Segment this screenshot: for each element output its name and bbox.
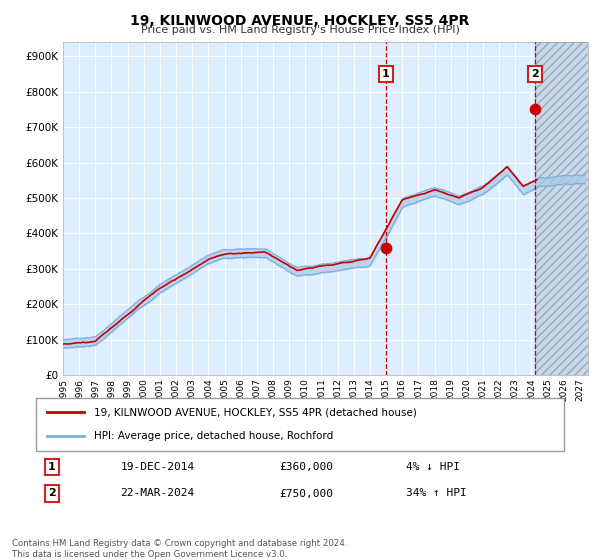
Text: £750,000: £750,000: [279, 488, 333, 498]
Text: 19-DEC-2014: 19-DEC-2014: [121, 462, 195, 472]
Text: 34% ↑ HPI: 34% ↑ HPI: [406, 488, 466, 498]
Point: [381, 243, 391, 252]
Text: 2: 2: [48, 488, 56, 498]
Text: 1: 1: [382, 69, 389, 78]
Text: 2: 2: [531, 69, 539, 78]
FancyBboxPatch shape: [36, 398, 564, 451]
Text: 19, KILNWOOD AVENUE, HOCKLEY, SS5 4PR: 19, KILNWOOD AVENUE, HOCKLEY, SS5 4PR: [130, 14, 470, 28]
Point: [530, 105, 540, 114]
Text: 4% ↓ HPI: 4% ↓ HPI: [406, 462, 460, 472]
Text: 22-MAR-2024: 22-MAR-2024: [121, 488, 195, 498]
Text: £360,000: £360,000: [279, 462, 333, 472]
Text: Price paid vs. HM Land Registry's House Price Index (HPI): Price paid vs. HM Land Registry's House …: [140, 25, 460, 35]
Text: Contains HM Land Registry data © Crown copyright and database right 2024.
This d: Contains HM Land Registry data © Crown c…: [12, 539, 347, 559]
Text: HPI: Average price, detached house, Rochford: HPI: Average price, detached house, Roch…: [94, 431, 334, 441]
Text: 19, KILNWOOD AVENUE, HOCKLEY, SS5 4PR (detached house): 19, KILNWOOD AVENUE, HOCKLEY, SS5 4PR (d…: [94, 408, 417, 418]
Text: 1: 1: [48, 462, 56, 472]
Bar: [535, 42, 588, 375]
Bar: [535, 42, 588, 375]
